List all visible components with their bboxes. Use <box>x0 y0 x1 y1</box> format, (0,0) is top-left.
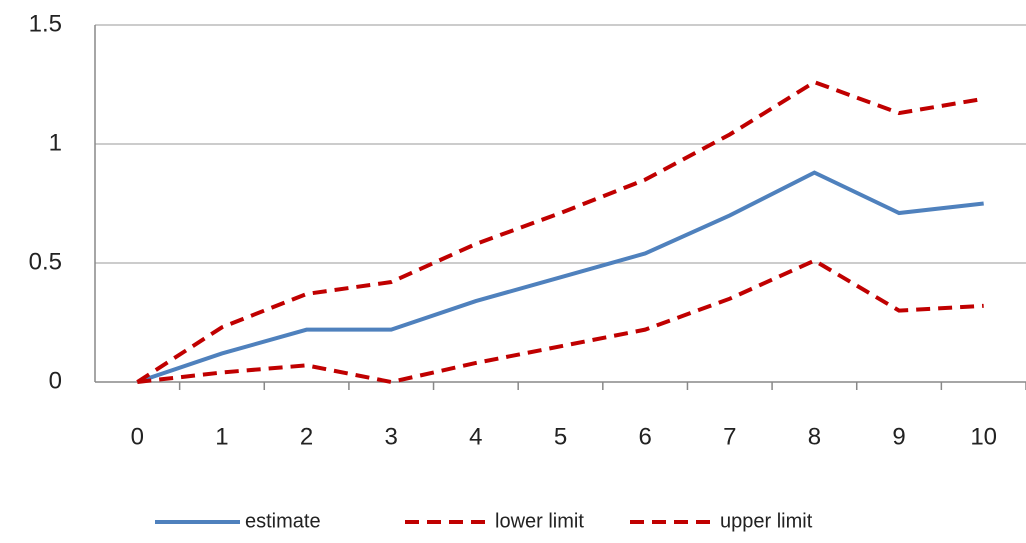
y-tick-label: 0 <box>49 367 62 394</box>
x-tick-label: 2 <box>300 423 313 450</box>
series-line <box>137 258 984 385</box>
legend-label: lower limit <box>495 510 584 532</box>
x-tick-label: 6 <box>638 423 651 450</box>
x-tick-label: 5 <box>554 423 567 450</box>
legend-label: estimate <box>245 510 321 532</box>
x-tick-label: 8 <box>808 423 821 450</box>
y-tick-label: 0.5 <box>29 248 62 275</box>
legend-label: upper limit <box>720 510 813 532</box>
x-tick-label: 0 <box>131 423 144 450</box>
y-tick-label: 1 <box>49 129 62 156</box>
x-tick-label: 4 <box>469 423 482 450</box>
y-tick-label: 1.5 <box>29 10 62 37</box>
series-line <box>136 79 985 384</box>
x-tick-label: 1 <box>215 423 228 450</box>
x-tick-label: 10 <box>970 423 997 450</box>
x-tick-label: 9 <box>892 423 905 450</box>
series-line <box>136 170 984 384</box>
x-tick-label: 7 <box>723 423 736 450</box>
x-tick-label: 3 <box>385 423 398 450</box>
